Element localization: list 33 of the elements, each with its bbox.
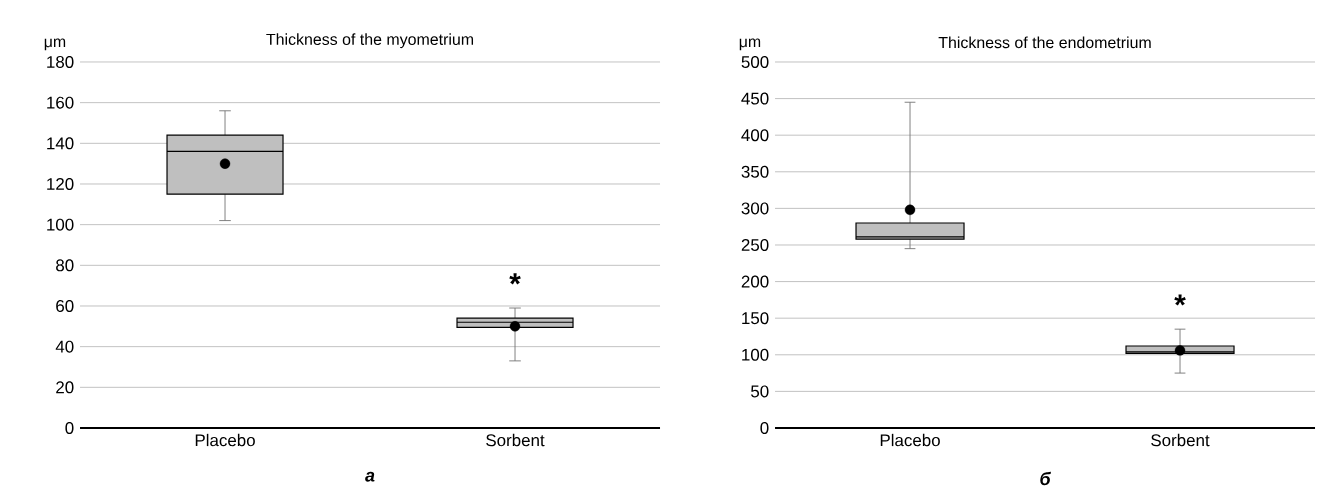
chart-title: Thickness of the myometrium: [266, 33, 474, 49]
text: б: [1040, 471, 1051, 486]
y-tick-label: 350: [741, 165, 769, 178]
y-tick-label: 450: [741, 92, 769, 105]
y-tick-label: 80: [56, 259, 74, 272]
x-tick-label: Sorbent: [1151, 433, 1210, 447]
y-tick-label: 140: [47, 137, 74, 150]
y-tick-label: 250: [741, 238, 769, 251]
chart-title: Thickness of the endometrium: [938, 36, 1151, 49]
y-tick-label: 300: [741, 202, 769, 215]
text: а: [365, 471, 375, 482]
y-tick-label: 40: [55, 340, 74, 353]
y-tick-label: 20: [56, 381, 74, 394]
y-tick-label: 180: [47, 55, 74, 68]
annotation: *: [509, 273, 521, 285]
y-tick-label: 60: [56, 299, 74, 312]
x-tick-label: Sorbent: [486, 433, 545, 447]
y-axis-title: μm: [44, 38, 66, 51]
y-tick-label: 200: [741, 275, 769, 288]
x-tick-label: Placebo: [880, 433, 940, 447]
x-tick-label: Placebo: [195, 433, 255, 447]
y-tick-label: 400: [741, 129, 769, 142]
y-tick-label: 160: [47, 96, 74, 109]
y-tick-label: 150: [742, 312, 769, 325]
y-tick-label: 500: [741, 55, 769, 68]
y-tick-label: 100: [742, 348, 769, 361]
y-axis-title: μm: [739, 38, 761, 51]
y-tick-label: 120: [47, 177, 74, 190]
y-tick-label: 100: [47, 218, 74, 231]
y-tick-label: 0: [760, 421, 769, 434]
annotation: *: [1174, 294, 1186, 306]
y-tick-label: 50: [751, 385, 769, 398]
y-tick-label: 0: [65, 421, 74, 434]
